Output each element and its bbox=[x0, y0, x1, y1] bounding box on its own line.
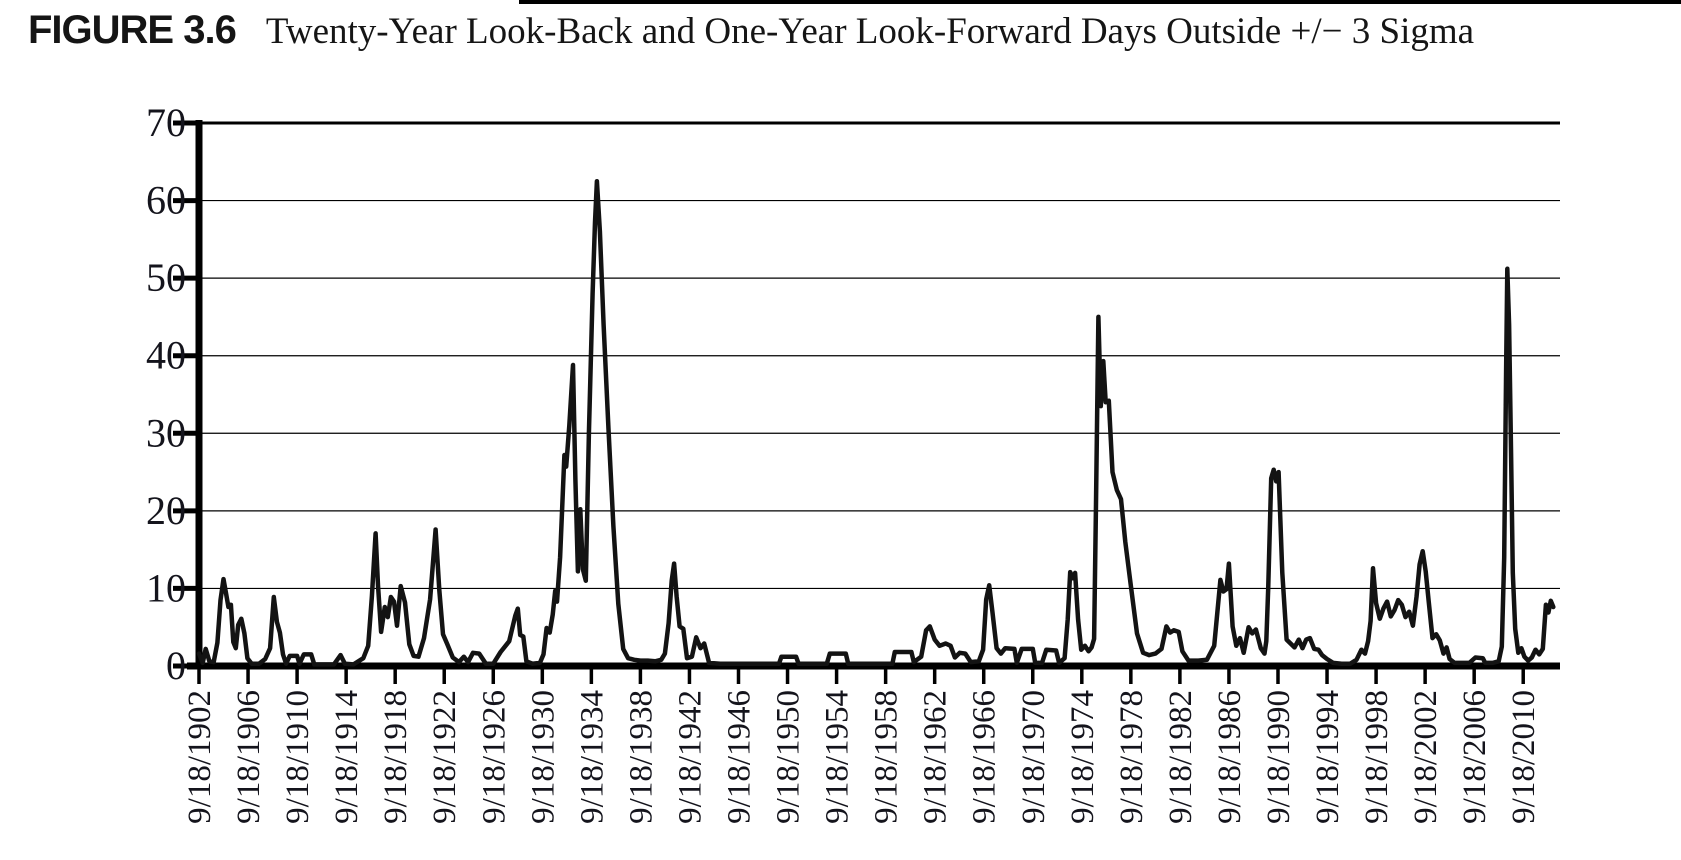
x-tick-label: 9/18/1994 bbox=[1310, 690, 1346, 824]
y-tick-label: 40 bbox=[146, 333, 186, 378]
series-days-outside-3-sigma bbox=[196, 178, 1556, 667]
x-tick-label: 9/18/1958 bbox=[869, 690, 905, 824]
x-tick-label: 9/18/2002 bbox=[1408, 690, 1444, 824]
x-tick-label: 9/18/1910 bbox=[280, 690, 316, 824]
x-tick-label: 9/18/1998 bbox=[1359, 690, 1395, 824]
x-tick-label: 9/18/1978 bbox=[1114, 690, 1150, 824]
x-tick-label: 9/18/1974 bbox=[1065, 690, 1101, 824]
y-tick-label: 0 bbox=[166, 643, 186, 688]
x-tick-label: 9/18/1922 bbox=[427, 690, 463, 824]
x-tick-label: 9/18/1966 bbox=[967, 690, 1003, 824]
figure-title: Twenty-Year Look-Back and One-Year Look-… bbox=[265, 11, 1475, 52]
x-tick-label: 9/18/1954 bbox=[820, 690, 856, 824]
x-tick-label: 9/18/1934 bbox=[574, 690, 610, 824]
x-tick-label: 9/18/1982 bbox=[1163, 690, 1199, 824]
x-tick-label: 9/18/1902 bbox=[182, 690, 218, 824]
y-tick-label: 60 bbox=[146, 178, 186, 223]
x-tick-label: 9/18/1918 bbox=[378, 690, 414, 824]
x-tick-label: 9/18/1906 bbox=[231, 690, 267, 824]
x-tick-label: 9/18/1950 bbox=[771, 690, 807, 824]
x-tick-label: 9/18/1970 bbox=[1016, 690, 1052, 824]
figure-header: FIGURE 3.6 Twenty-Year Look-Back and One… bbox=[28, 8, 1474, 53]
y-tick-label: 10 bbox=[146, 565, 186, 610]
y-tick-label: 20 bbox=[146, 488, 186, 533]
x-tick-label: 9/18/1942 bbox=[672, 690, 708, 824]
y-tick-label: 30 bbox=[146, 410, 186, 455]
x-tick-label: 9/18/1926 bbox=[476, 690, 512, 824]
y-tick-label: 50 bbox=[146, 255, 186, 300]
x-tick-label: 9/18/2006 bbox=[1457, 690, 1493, 824]
x-tick-label: 9/18/1946 bbox=[721, 690, 757, 824]
x-tick-label: 9/18/1986 bbox=[1212, 690, 1248, 824]
x-tick-label: 9/18/1930 bbox=[525, 690, 561, 824]
page-header-rule-fragment bbox=[519, 0, 1681, 4]
x-tick-label: 9/18/1962 bbox=[918, 690, 954, 824]
x-axis-ticks: 9/18/1902 9/18/1906 9/18/1910 9/18/1914 9/18… bbox=[182, 666, 1542, 824]
figure-number-label: FIGURE 3.6 bbox=[28, 8, 237, 52]
gridlines bbox=[199, 121, 1560, 590]
x-tick-label: 9/18/1914 bbox=[329, 690, 365, 824]
x-tick-label: 9/18/2010 bbox=[1506, 690, 1542, 824]
y-axis-ticks: 0 10 20 30 40 50 60 70 bbox=[146, 100, 199, 688]
axes bbox=[187, 120, 1560, 670]
y-tick-label: 70 bbox=[146, 100, 186, 145]
x-tick-label: 9/18/1990 bbox=[1261, 690, 1297, 824]
x-tick-label: 9/18/1938 bbox=[623, 690, 659, 824]
